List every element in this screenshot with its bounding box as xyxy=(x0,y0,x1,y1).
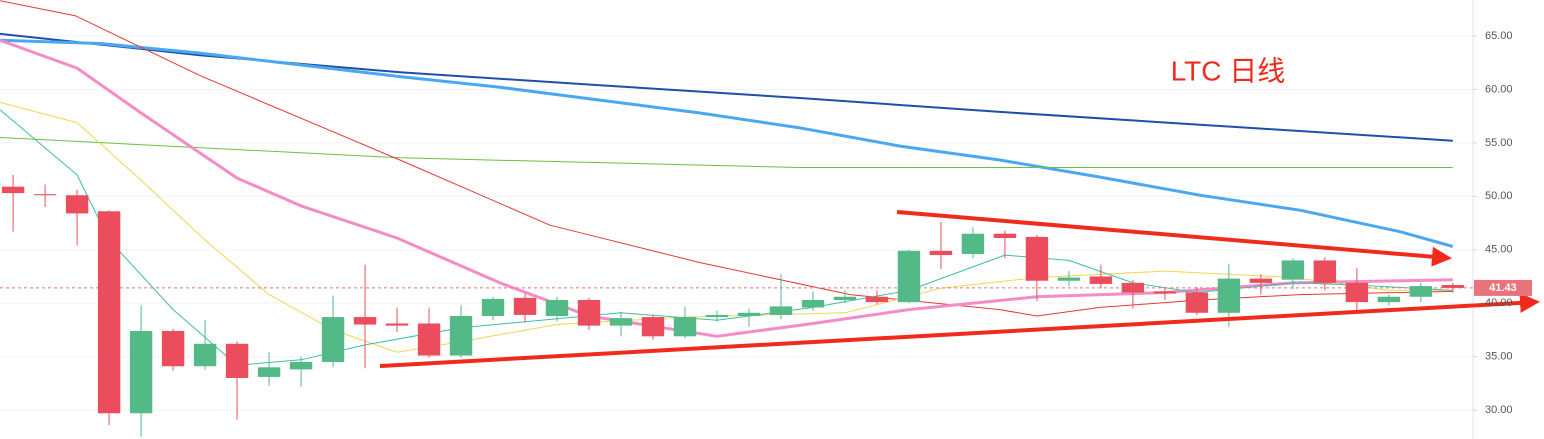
candle-body xyxy=(385,323,409,326)
candle-body xyxy=(33,194,57,196)
candle-body xyxy=(257,367,281,377)
candle-body xyxy=(1153,291,1177,294)
candle-body xyxy=(737,312,761,316)
trend-arrow-upper xyxy=(896,210,1452,267)
candle-body xyxy=(1,186,25,194)
candle-body xyxy=(833,296,857,300)
candle-body xyxy=(1089,276,1113,284)
candle-body xyxy=(289,361,313,370)
candle-body xyxy=(1121,282,1145,293)
last-price-box xyxy=(1474,279,1532,296)
candle-body xyxy=(97,211,121,414)
y-tick-label: 30.00 xyxy=(1485,404,1513,416)
candle-body xyxy=(1441,285,1465,288)
trend-arrow-lower xyxy=(379,292,1540,368)
last-price-label: 41.43 xyxy=(1489,282,1517,294)
candle-body xyxy=(65,195,89,214)
y-tick-label: 40.00 xyxy=(1485,297,1513,309)
candle-body xyxy=(1057,277,1081,281)
y-tick-label: 50.00 xyxy=(1485,190,1513,202)
candle-body xyxy=(417,323,441,356)
candle-body xyxy=(481,298,505,316)
candle-body xyxy=(193,343,217,367)
candle-body xyxy=(1409,286,1433,297)
candle-body xyxy=(673,317,697,337)
candle-body xyxy=(513,297,537,315)
candle-body xyxy=(545,299,569,316)
candle-body xyxy=(865,296,889,303)
moving-average-line xyxy=(0,101,1453,353)
candle-body xyxy=(353,317,377,325)
candle-body xyxy=(321,317,345,362)
candle-body xyxy=(1185,292,1209,313)
y-tick-label: 65.00 xyxy=(1485,30,1513,42)
y-tick-label: 45.00 xyxy=(1485,244,1513,256)
moving-average-line xyxy=(0,137,1453,168)
candle-body xyxy=(577,299,601,326)
candle-body xyxy=(993,233,1017,238)
candle-body xyxy=(1217,278,1241,313)
candle-body xyxy=(1345,282,1369,303)
candle-body xyxy=(1281,260,1305,280)
candle-body xyxy=(1377,296,1401,303)
candle-body xyxy=(929,250,953,256)
candles xyxy=(1,174,1465,437)
candle-body xyxy=(225,343,249,378)
y-tick-label: 60.00 xyxy=(1485,83,1513,95)
candle-body xyxy=(161,330,185,367)
candle-body xyxy=(961,233,985,255)
candle-body xyxy=(449,315,473,356)
candle-body xyxy=(1249,278,1273,283)
candle-body xyxy=(705,314,729,318)
candle-body xyxy=(769,306,793,315)
candle-body xyxy=(801,299,825,308)
candle-body xyxy=(897,250,921,303)
y-tick-label: 35.00 xyxy=(1485,351,1513,363)
candle-body xyxy=(1025,236,1049,281)
y-tick-label: 55.00 xyxy=(1485,137,1513,149)
annotation: LTC 日线 xyxy=(1171,55,1286,86)
candle-body xyxy=(1313,260,1337,283)
candle-body xyxy=(609,318,633,326)
candle-body xyxy=(129,330,153,414)
price-axis: 30.00 35.00 40.00 45.00 50.00 55.00 60.00 65.00… xyxy=(1473,30,1532,416)
candle-body xyxy=(641,317,665,337)
moving-average-line xyxy=(0,38,1454,248)
